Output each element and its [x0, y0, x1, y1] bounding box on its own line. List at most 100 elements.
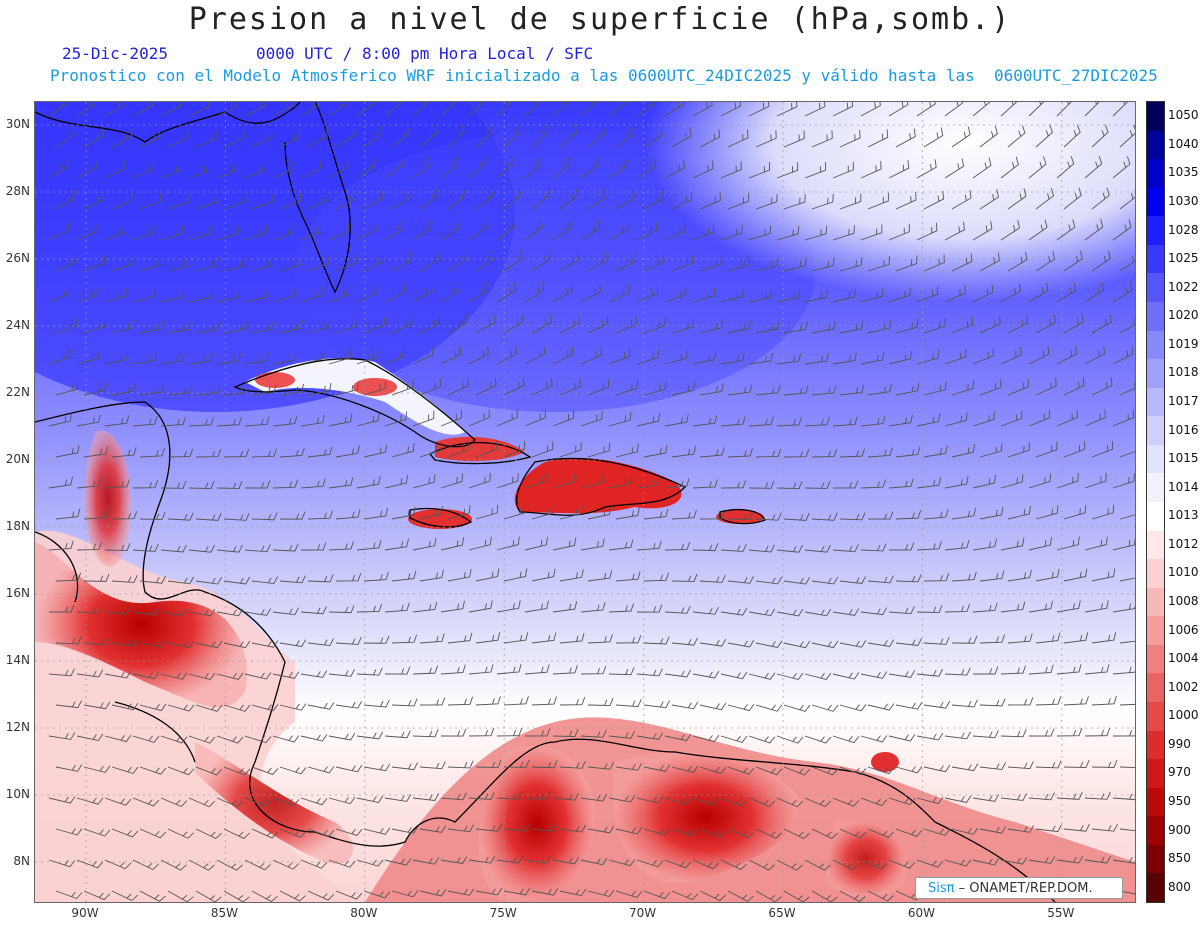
wind-barb	[188, 544, 215, 553]
wind-barb	[440, 346, 462, 365]
lat-label: 20N	[5, 452, 30, 466]
wind-barb	[944, 539, 970, 551]
wind-barb	[216, 797, 244, 808]
wind-barb	[559, 378, 581, 396]
wind-barb	[188, 672, 216, 681]
wind-barb	[496, 282, 517, 303]
sispi-logo: Sisπ	[928, 881, 955, 896]
wind-barb	[251, 512, 278, 521]
lat-label: 14N	[5, 653, 30, 667]
wind-barb	[811, 321, 836, 334]
wind-barb	[83, 128, 104, 148]
colorbar-segment	[1147, 559, 1164, 589]
wind-barb	[307, 382, 332, 396]
wind-barb	[755, 257, 779, 272]
wind-barb	[531, 696, 557, 706]
wind-barb	[55, 190, 76, 210]
wind-barb	[1084, 345, 1106, 365]
lon-label: 55W	[1047, 906, 1075, 920]
low-cuba-central	[353, 378, 397, 396]
wind-barb	[916, 668, 943, 677]
wind-barb	[615, 316, 637, 334]
wind-barb	[580, 411, 603, 427]
wind-barb	[972, 602, 998, 613]
wind-barb	[608, 731, 635, 739]
colorbar-label: 1028	[1168, 222, 1199, 237]
colorbar-segment	[1147, 216, 1164, 246]
wind-barb	[559, 314, 581, 334]
wind-barb	[167, 193, 190, 210]
wind-barb	[867, 447, 893, 458]
wind-barb	[664, 733, 692, 742]
wind-barb	[636, 413, 661, 427]
wind-barb	[244, 859, 271, 871]
wind-barb	[1056, 473, 1079, 489]
wind-barb	[496, 791, 523, 800]
wind-barb	[692, 670, 720, 679]
wind-barb	[671, 765, 699, 773]
wind-barb	[272, 288, 296, 303]
wind-barb	[1084, 155, 1103, 179]
colorbar-segment	[1147, 187, 1164, 217]
wind-barb	[1063, 632, 1089, 644]
wind-barb	[55, 764, 83, 772]
wind-barb	[895, 191, 917, 210]
wind-barb	[503, 759, 530, 768]
wind-barb	[496, 409, 518, 427]
wind-barb	[384, 666, 411, 675]
wind-barb	[335, 254, 357, 272]
wind-barb	[300, 414, 325, 427]
low-trinidad	[871, 752, 899, 772]
low-puerto-rico	[716, 510, 764, 524]
wind-barb	[615, 507, 640, 520]
wind-barb	[496, 664, 522, 675]
wind-barb	[552, 219, 572, 241]
wind-barb	[664, 478, 690, 489]
colorbar-label: 1006	[1168, 622, 1199, 637]
wind-barb	[832, 416, 858, 427]
colorbar-segment	[1147, 816, 1164, 846]
wind-barb	[244, 289, 268, 303]
low-core-venezuela	[613, 752, 799, 884]
wind-barb	[160, 102, 182, 117]
wind-barb	[1007, 378, 1029, 396]
wind-barb	[720, 416, 746, 427]
wind-barb	[111, 574, 138, 583]
wind-barb	[699, 319, 723, 334]
wind-barb	[384, 858, 412, 866]
wind-barb	[1091, 696, 1117, 706]
wind-barb	[748, 353, 774, 365]
wind-barb	[1119, 187, 1135, 210]
wind-barb	[615, 126, 635, 148]
wind-barb	[860, 671, 888, 679]
wind-barb	[671, 128, 692, 148]
wind-barb	[1063, 377, 1085, 396]
wind-barb	[1028, 600, 1053, 613]
wind-barb	[1112, 346, 1134, 365]
wind-barb	[412, 793, 439, 801]
wind-barb	[755, 448, 782, 458]
wind-barb	[1084, 219, 1104, 241]
wind-barb	[391, 125, 411, 148]
wind-barb	[783, 257, 807, 272]
wind-barb	[391, 634, 418, 644]
colorbar-label: 850	[1168, 851, 1191, 866]
wind-barb	[356, 476, 381, 489]
wind-barb	[524, 536, 548, 551]
wind-barb	[307, 890, 335, 901]
wind-barb	[636, 604, 663, 613]
wind-barb	[419, 697, 446, 706]
wind-barb	[615, 763, 643, 771]
wind-barb	[419, 315, 441, 334]
low-cuba-west	[255, 372, 295, 388]
wind-barb	[748, 797, 776, 808]
wind-barb	[895, 574, 922, 583]
wind-barb	[251, 640, 279, 648]
wind-barb	[1119, 256, 1135, 272]
wind-barb	[979, 252, 1000, 272]
wind-barb	[755, 321, 780, 334]
wind-barb	[111, 192, 133, 210]
wind-barb	[888, 350, 912, 365]
wind-barb	[251, 320, 276, 334]
wind-barb	[727, 448, 753, 458]
